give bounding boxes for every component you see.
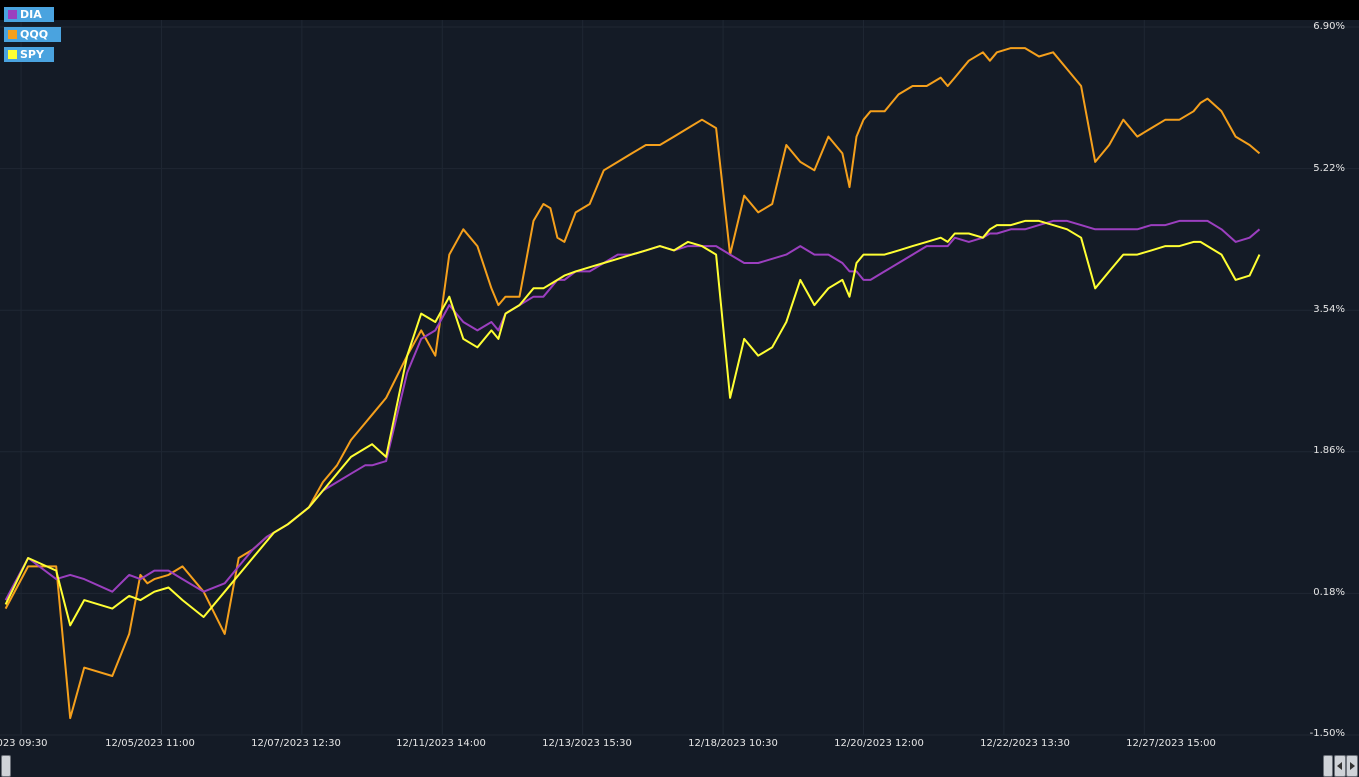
legend-label-qqq: QQQ [20, 28, 49, 41]
x-tick-label: 12/13/2023 15:30 [542, 738, 632, 749]
scroll-right-button[interactable] [1346, 755, 1358, 777]
grid-lines [0, 20, 1359, 736]
legend-label-spy: SPY [20, 48, 44, 61]
top-bar [0, 0, 1359, 20]
x-tick-label: 12/07/2023 12:30 [251, 738, 341, 749]
legend-swatch-qqq [8, 30, 17, 39]
x-tick-label: 12/22/2023 13:30 [980, 738, 1070, 749]
legend-swatch-spy [8, 50, 17, 59]
x-tick-label: 12/27/2023 15:00 [1126, 738, 1216, 749]
series-line-dia[interactable] [4, 219, 1261, 601]
legend-item-qqq[interactable]: QQQ [4, 27, 61, 42]
y-tick-label: 6.90% [1313, 21, 1345, 32]
y-tick-label: 3.54% [1313, 304, 1345, 315]
legend-item-dia[interactable]: DIA [4, 7, 54, 22]
x-tick-label: 023 09:30 [0, 738, 48, 749]
legend-item-spy[interactable]: SPY [4, 47, 54, 62]
x-tick-label: 12/20/2023 12:00 [834, 738, 924, 749]
y-tick-label: 0.18% [1313, 587, 1345, 598]
navigator[interactable] [0, 753, 1359, 777]
plot-area [0, 20, 1359, 753]
navigator-right-handle[interactable] [1323, 755, 1333, 777]
series-layer [4, 47, 1261, 720]
x-tick-label: 12/18/2023 10:30 [688, 738, 778, 749]
x-tick-label: 12/11/2023 14:00 [396, 738, 486, 749]
series-line-qqq[interactable] [4, 47, 1261, 720]
x-tick-label: 12/05/2023 11:00 [105, 738, 195, 749]
legend-swatch-dia [8, 10, 17, 19]
y-tick-label: 5.22% [1313, 163, 1345, 174]
y-tick-label: -1.50% [1309, 728, 1345, 739]
legend-label-dia: DIA [20, 8, 42, 21]
y-tick-label: 1.86% [1313, 445, 1345, 456]
scroll-left-button[interactable] [1334, 755, 1346, 777]
navigator-left-handle[interactable] [1, 755, 11, 777]
series-line-spy[interactable] [4, 219, 1261, 627]
